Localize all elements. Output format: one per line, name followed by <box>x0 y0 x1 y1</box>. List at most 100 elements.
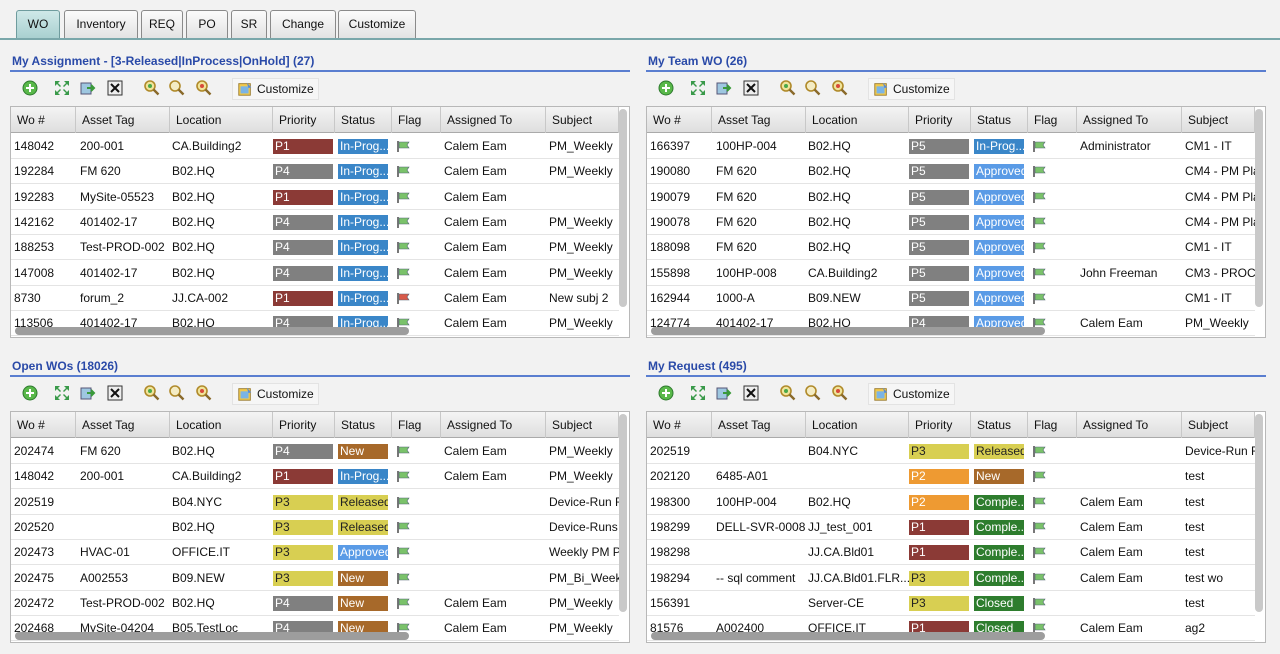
column-header-flag[interactable]: Flag <box>1028 107 1077 133</box>
table-row[interactable]: 202473 HVAC-01 OFFICE.IT P3 Approved Weekly P… <box>11 540 619 566</box>
column-header-assigned-to[interactable]: Assigned To <box>1077 412 1182 438</box>
column-header-wo[interactable]: Wo # <box>11 107 76 133</box>
column-header-asset-tag[interactable]: Asset Tag <box>76 107 170 133</box>
table-row[interactable]: 202520 B02.HQ P3 Released Device-Runs <box>11 515 619 540</box>
column-header-status[interactable]: Status <box>971 412 1028 438</box>
column-header-assigned-to[interactable]: Assigned To <box>441 412 546 438</box>
table-row[interactable]: 202519 B04.NYC P3 Released Device-Run R <box>11 490 619 515</box>
table-row[interactable]: 8730 forum_2 JJ.CA-002 P1 In-Prog... Calem Ea… <box>11 286 619 311</box>
column-header-priority[interactable]: Priority <box>909 107 971 133</box>
column-header-status[interactable]: Status <box>335 107 392 133</box>
table-row[interactable]: 202472 Test-PROD-002 B02.HQ P4 New Calem Eam P… <box>11 591 619 616</box>
vertical-scrollbar[interactable] <box>1255 414 1263 612</box>
table-row[interactable]: 148042 200-001 CA.Building2 P1 In-Prog... Cal… <box>11 134 619 159</box>
export-button[interactable] <box>78 384 98 404</box>
expand-button[interactable] <box>688 79 708 99</box>
export-button[interactable] <box>78 79 98 99</box>
customize-button[interactable]: Customize <box>868 78 955 100</box>
table-row[interactable]: 166397 100HP-004 B02.HQ P5 In-Prog... Adminis… <box>647 134 1255 159</box>
vertical-scrollbar[interactable] <box>619 414 627 612</box>
table-row[interactable]: 155898 100HP-008 CA.Building2 P5 Approved Joh… <box>647 261 1255 286</box>
column-header-location[interactable]: Location <box>170 412 273 438</box>
customize-button[interactable]: Customize <box>868 383 955 405</box>
search-plain-button[interactable] <box>167 79 187 99</box>
column-header-location[interactable]: Location <box>806 412 909 438</box>
table-row[interactable]: 148042 200-001 CA.Building2 P1 In-Prog... Cal… <box>11 464 619 490</box>
table-row[interactable]: 188253 Test-PROD-002 B02.HQ P4 In-Prog... Cal… <box>11 235 619 261</box>
clear-button[interactable] <box>741 384 761 404</box>
table-row[interactable]: 190079 FM 620 B02.HQ P5 Approved CM4 - PM Pla <box>647 185 1255 210</box>
horizontal-scrollbar[interactable] <box>15 632 409 640</box>
table-row[interactable]: 202474 FM 620 B02.HQ P4 New Calem Eam PM_Weekl… <box>11 439 619 464</box>
table-row[interactable]: 147008 401402-17 B02.HQ P4 In-Prog... Calem E… <box>11 261 619 286</box>
search-plain-button[interactable] <box>803 79 823 99</box>
table-row[interactable]: 162944 1000-A B09.NEW P5 Approved CM1 - IT <box>647 286 1255 311</box>
horizontal-scrollbar[interactable] <box>651 327 1045 335</box>
column-header-priority[interactable]: Priority <box>909 412 971 438</box>
clear-button[interactable] <box>105 384 125 404</box>
customize-button[interactable]: Customize <box>232 78 319 100</box>
export-button[interactable] <box>714 384 734 404</box>
tab-inventory[interactable]: Inventory <box>64 10 138 38</box>
table-row[interactable]: 202519 B04.NYC P3 Released Device-Run R <box>647 439 1255 464</box>
table-row[interactable]: 198298 JJ.CA.Bld01 P1 Comple... Calem Eam tes… <box>647 540 1255 566</box>
column-header-wo[interactable]: Wo # <box>647 412 712 438</box>
add-button[interactable] <box>656 79 676 99</box>
search-clear-button[interactable] <box>830 384 850 404</box>
column-header-flag[interactable]: Flag <box>1028 412 1077 438</box>
horizontal-scrollbar[interactable] <box>15 327 409 335</box>
clear-button[interactable] <box>741 79 761 99</box>
column-header-status[interactable]: Status <box>971 107 1028 133</box>
column-header-status[interactable]: Status <box>335 412 392 438</box>
table-row[interactable]: 142162 401402-17 B02.HQ P4 In-Prog... Calem E… <box>11 210 619 235</box>
column-header-flag[interactable]: Flag <box>392 412 441 438</box>
tab-change[interactable]: Change <box>270 10 336 38</box>
search-button[interactable] <box>142 79 162 99</box>
table-row[interactable]: 192283 MySite-05523 B02.HQ P1 In-Prog... Cale… <box>11 185 619 210</box>
vertical-scrollbar[interactable] <box>619 109 627 307</box>
column-header-assigned-to[interactable]: Assigned To <box>441 107 546 133</box>
table-row[interactable]: 202475 A002553 B09.NEW P3 New PM_Bi_Week <box>11 566 619 591</box>
column-header-location[interactable]: Location <box>170 107 273 133</box>
table-row[interactable]: 188098 FM 620 B02.HQ P5 Approved CM1 - IT <box>647 235 1255 261</box>
table-row[interactable]: 198299 DELL-SVR-0008 JJ_test_001 P1 Comple..… <box>647 515 1255 540</box>
search-button[interactable] <box>778 79 798 99</box>
tab-sr[interactable]: SR <box>231 10 267 38</box>
column-header-subject[interactable]: Subject <box>1182 107 1255 133</box>
add-button[interactable] <box>656 384 676 404</box>
column-header-priority[interactable]: Priority <box>273 412 335 438</box>
export-button[interactable] <box>714 79 734 99</box>
column-header-flag[interactable]: Flag <box>392 107 441 133</box>
column-header-asset-tag[interactable]: Asset Tag <box>712 107 806 133</box>
table-row[interactable]: 190078 FM 620 B02.HQ P5 Approved CM4 - PM Pla <box>647 210 1255 235</box>
tab-po[interactable]: PO <box>186 10 228 38</box>
column-header-wo[interactable]: Wo # <box>11 412 76 438</box>
column-header-asset-tag[interactable]: Asset Tag <box>712 412 806 438</box>
search-clear-button[interactable] <box>830 79 850 99</box>
search-plain-button[interactable] <box>167 384 187 404</box>
table-row[interactable]: 190080 FM 620 B02.HQ P5 Approved CM4 - PM Pla <box>647 159 1255 185</box>
expand-button[interactable] <box>52 384 72 404</box>
table-row[interactable]: 202120 6485-A01 P2 New test <box>647 464 1255 490</box>
horizontal-scrollbar[interactable] <box>651 632 1045 640</box>
tab-customize[interactable]: Customize <box>338 10 416 38</box>
clear-button[interactable] <box>105 79 125 99</box>
search-button[interactable] <box>142 384 162 404</box>
table-row[interactable]: 156391 Server-CE P3 Closed test <box>647 591 1255 616</box>
column-header-subject[interactable]: Subject <box>546 107 619 133</box>
search-button[interactable] <box>778 384 798 404</box>
table-row[interactable]: 198300 100HP-004 B02.HQ P2 Comple... Calem Ea… <box>647 490 1255 515</box>
column-header-assigned-to[interactable]: Assigned To <box>1077 107 1182 133</box>
column-header-wo[interactable]: Wo # <box>647 107 712 133</box>
tab-req[interactable]: REQ <box>141 10 183 38</box>
column-header-priority[interactable]: Priority <box>273 107 335 133</box>
table-row[interactable]: 198294 -- sql comment JJ.CA.Bld01.FLR... P3… <box>647 566 1255 591</box>
search-plain-button[interactable] <box>803 384 823 404</box>
column-header-subject[interactable]: Subject <box>546 412 619 438</box>
vertical-scrollbar[interactable] <box>1255 109 1263 307</box>
expand-button[interactable] <box>52 79 72 99</box>
tab-wo[interactable]: WO <box>16 10 60 38</box>
column-header-location[interactable]: Location <box>806 107 909 133</box>
column-header-subject[interactable]: Subject <box>1182 412 1255 438</box>
search-clear-button[interactable] <box>194 79 214 99</box>
